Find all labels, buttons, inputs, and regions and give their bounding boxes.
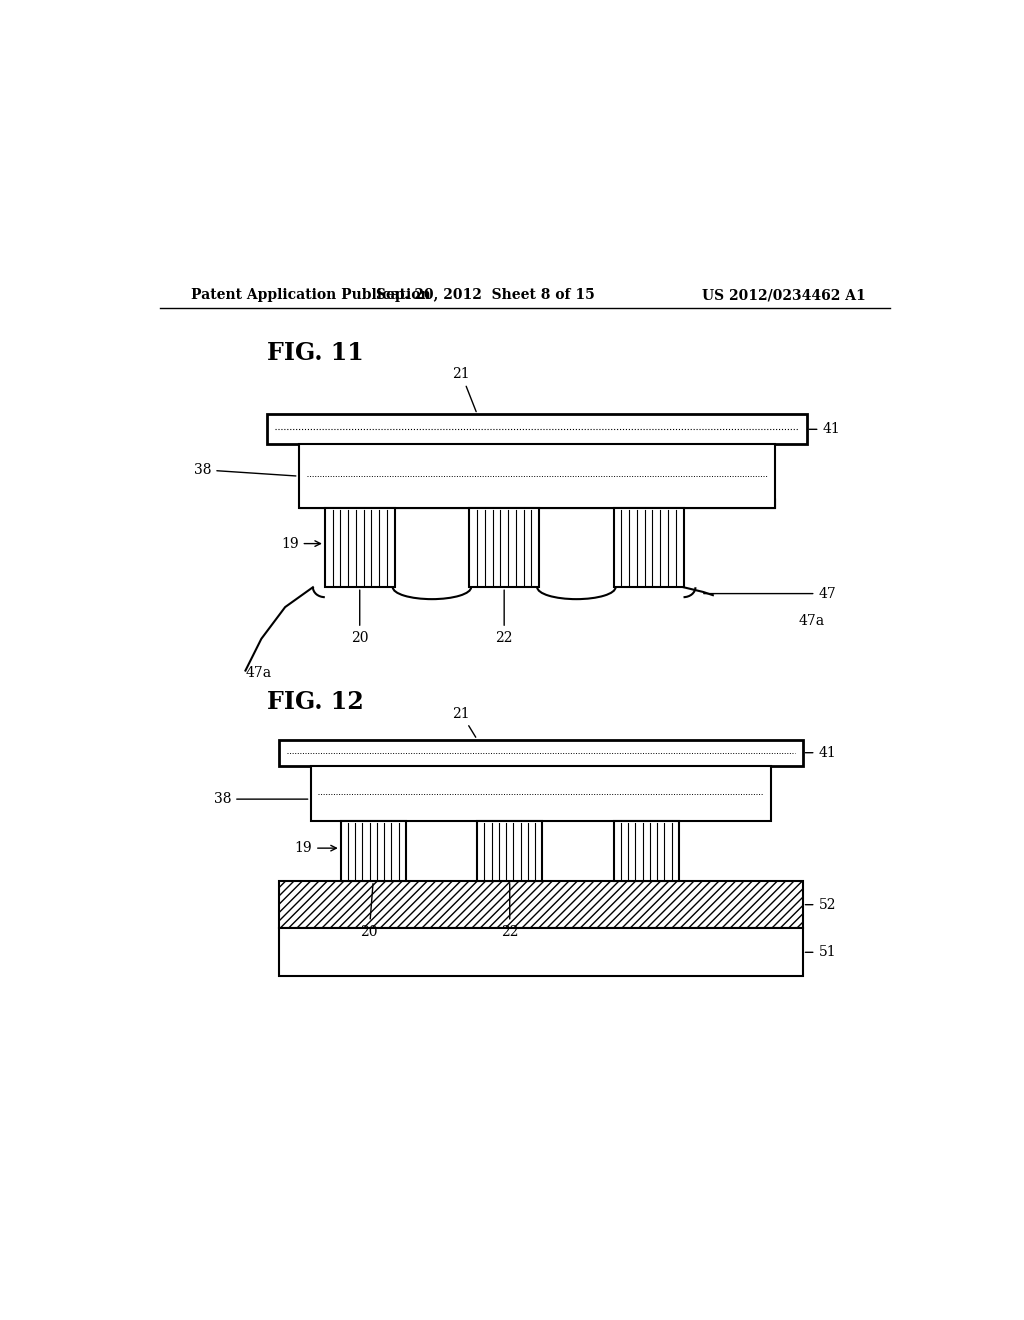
- Text: 19: 19: [281, 537, 321, 550]
- Bar: [613, 821, 679, 880]
- Bar: [325, 508, 394, 587]
- Bar: [469, 508, 539, 587]
- Text: Sep. 20, 2012  Sheet 8 of 15: Sep. 20, 2012 Sheet 8 of 15: [376, 288, 595, 302]
- Bar: [477, 821, 543, 880]
- Text: 21: 21: [453, 367, 476, 412]
- Bar: [310, 766, 771, 821]
- Bar: [613, 508, 684, 587]
- Bar: [299, 499, 775, 508]
- Text: 20: 20: [360, 883, 378, 939]
- Text: 52: 52: [805, 898, 836, 912]
- Text: FIG. 11: FIG. 11: [267, 341, 364, 366]
- Text: 22: 22: [496, 590, 513, 645]
- Text: FIG. 12: FIG. 12: [267, 690, 364, 714]
- Text: 47a: 47a: [799, 614, 824, 628]
- Text: 47a: 47a: [246, 667, 271, 680]
- Text: Patent Application Publication: Patent Application Publication: [191, 288, 431, 302]
- Bar: [299, 445, 775, 508]
- Text: 20: 20: [351, 590, 369, 645]
- Text: 21: 21: [453, 706, 476, 738]
- Bar: [279, 739, 803, 766]
- Text: 22: 22: [501, 883, 518, 939]
- Bar: [279, 928, 803, 975]
- Text: 19: 19: [295, 841, 336, 855]
- Text: 38: 38: [194, 463, 296, 477]
- Text: 47: 47: [703, 586, 837, 601]
- Text: US 2012/0234462 A1: US 2012/0234462 A1: [702, 288, 866, 302]
- Text: 38: 38: [214, 792, 308, 807]
- Bar: [279, 880, 803, 928]
- Text: 41: 41: [805, 746, 837, 760]
- Bar: [341, 821, 406, 880]
- Text: 41: 41: [809, 422, 840, 437]
- Text: 51: 51: [805, 945, 836, 960]
- Bar: [267, 414, 807, 445]
